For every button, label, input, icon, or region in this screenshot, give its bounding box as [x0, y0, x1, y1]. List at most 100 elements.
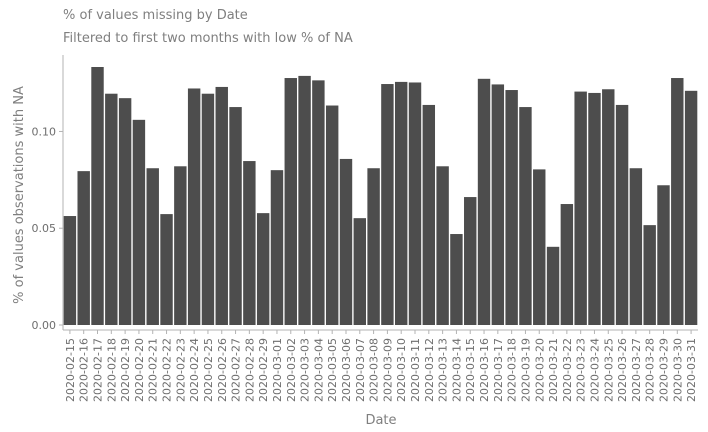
x-tick-label: 2020-02-16	[78, 338, 91, 402]
x-tick-label: 2020-03-11	[409, 338, 422, 402]
x-tick-label: 2020-02-28	[243, 338, 256, 402]
x-tick-label: 2020-02-17	[92, 338, 105, 402]
bar-2020-02-15	[63, 216, 77, 325]
bar-2020-03-19	[519, 107, 532, 325]
x-tick-label: 2020-03-05	[326, 338, 339, 402]
bar-2020-03-29	[657, 185, 670, 325]
x-tick-label: 2020-03-23	[575, 338, 588, 402]
bar-2020-03-21	[546, 246, 560, 325]
bar-2020-03-11	[408, 82, 422, 325]
chart-subtitle: Filtered to first two months with low % …	[63, 31, 353, 46]
x-tick-label: 2020-03-31	[685, 338, 698, 402]
x-tick-label: 2020-02-22	[161, 338, 174, 402]
bar-2020-02-17	[91, 67, 104, 325]
x-tick-label: 2020-03-13	[437, 338, 450, 402]
y-axis-label: % of values observations with NA	[12, 86, 27, 304]
x-tick-label: 2020-03-09	[381, 338, 394, 402]
x-tick-label: 2020-02-19	[119, 338, 132, 402]
chart-title: % of values missing by Date	[63, 8, 248, 23]
bar-2020-03-17	[491, 84, 505, 325]
bar-2020-03-12	[422, 104, 436, 325]
x-tick-label: 2020-03-21	[547, 338, 560, 402]
bar-2020-03-18	[505, 90, 518, 325]
x-tick-label: 2020-03-06	[340, 338, 353, 402]
x-tick-label: 2020-03-07	[354, 338, 367, 402]
bar-2020-02-19	[118, 98, 132, 325]
bar-2020-03-26	[615, 104, 629, 325]
x-tick-label: 2020-03-24	[588, 338, 601, 402]
x-tick-label: 2020-03-30	[671, 338, 684, 402]
x-tick-label: 2020-03-03	[299, 338, 312, 402]
bar-2020-02-21	[146, 168, 159, 325]
bar-2020-02-23	[174, 166, 187, 325]
x-tick-label: 2020-03-25	[602, 338, 615, 402]
x-tick-label: 2020-03-15	[464, 338, 477, 402]
bar-2020-03-28	[643, 225, 656, 325]
bar-2020-03-04	[312, 80, 325, 325]
bars-group	[63, 67, 698, 326]
bar-2020-03-10	[394, 81, 408, 326]
y-axis-ticks: 0.00 0.05 0.10	[32, 125, 63, 332]
bar-2020-03-08	[367, 168, 380, 325]
bar-2020-02-16	[77, 171, 90, 325]
bar-2020-03-23	[574, 91, 587, 325]
x-tick-label: 2020-02-15	[64, 338, 77, 402]
bar-2020-02-29	[256, 213, 270, 325]
x-tick-label: 2020-03-26	[616, 338, 629, 402]
x-tick-label: 2020-03-16	[478, 338, 491, 402]
bar-2020-02-18	[105, 93, 118, 326]
x-tick-label: 2020-03-29	[657, 338, 670, 402]
x-tick-label: 2020-02-27	[230, 338, 243, 402]
bar-2020-03-07	[353, 218, 366, 325]
bar-2020-03-25	[602, 89, 615, 325]
x-tick-label: 2020-03-12	[423, 338, 436, 402]
bar-2020-03-20	[533, 169, 546, 325]
x-tick-label: 2020-03-18	[506, 338, 519, 402]
bar-2020-03-13	[436, 166, 449, 325]
bar-2020-03-03	[298, 75, 311, 326]
bar-2020-03-15	[464, 197, 477, 325]
x-tick-label: 2020-02-18	[105, 338, 118, 402]
bar-2020-03-31	[684, 90, 698, 325]
x-axis-ticks: 2020-02-15 2020-02-16 2020-02-17 2020-02-18…	[64, 330, 698, 402]
x-tick-label: 2020-03-17	[492, 338, 505, 402]
bar-2020-02-25	[201, 93, 215, 326]
y-tick-label: 0.00	[32, 319, 57, 332]
bar-2020-03-01	[270, 170, 284, 325]
x-tick-label: 2020-02-25	[202, 338, 215, 402]
bar-2020-03-22	[560, 204, 574, 325]
x-tick-label: 2020-03-14	[450, 338, 463, 402]
y-tick-label: 0.10	[32, 125, 57, 138]
x-tick-label: 2020-02-23	[174, 338, 187, 402]
bar-2020-02-26	[215, 86, 228, 325]
x-tick-label: 2020-03-10	[395, 338, 408, 402]
x-tick-label: 2020-02-21	[147, 338, 160, 402]
bar-2020-03-06	[339, 158, 353, 325]
y-tick-label: 0.05	[32, 222, 57, 235]
x-tick-label: 2020-03-22	[561, 338, 574, 402]
x-tick-label: 2020-03-27	[630, 338, 643, 402]
bar-2020-03-02	[284, 78, 297, 325]
x-tick-label: 2020-02-26	[216, 338, 229, 402]
x-tick-label: 2020-03-02	[285, 338, 298, 402]
x-tick-label: 2020-03-04	[312, 338, 325, 402]
bar-2020-03-16	[477, 78, 491, 325]
bar-2020-02-28	[243, 161, 256, 325]
x-tick-label: 2020-03-01	[271, 338, 284, 402]
x-tick-label: 2020-03-20	[533, 338, 546, 402]
bar-2020-02-20	[132, 119, 146, 325]
x-tick-label: 2020-02-29	[257, 338, 270, 402]
bar-2020-02-27	[229, 107, 242, 325]
bar-2020-02-22	[160, 214, 173, 325]
x-axis-label: Date	[365, 413, 396, 428]
bar-2020-03-05	[325, 105, 339, 326]
bar-2020-03-30	[671, 78, 684, 325]
bar-2020-02-24	[187, 88, 201, 325]
x-tick-label: 2020-03-28	[644, 338, 657, 402]
x-tick-label: 2020-03-08	[368, 338, 381, 402]
bar-2020-03-14	[450, 234, 463, 325]
x-tick-label: 2020-02-24	[188, 338, 201, 402]
x-tick-label: 2020-03-19	[519, 338, 532, 402]
bar-2020-03-09	[381, 84, 394, 325]
